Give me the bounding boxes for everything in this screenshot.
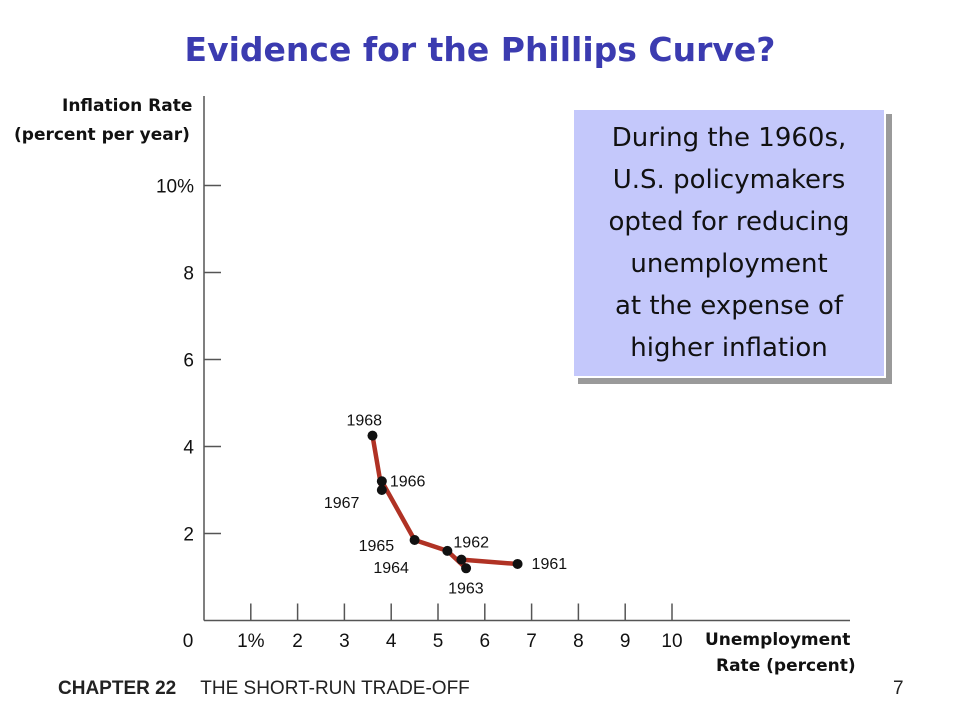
x-axis-label-line1: Unemployment (705, 630, 851, 650)
point-label: 1966 (390, 473, 426, 490)
point-label: 1962 (453, 535, 489, 552)
y-tick-label: 4 (183, 438, 194, 459)
data-point (442, 545, 453, 556)
x-tick-label: 3 (339, 631, 350, 652)
point-label: 1964 (373, 560, 409, 577)
slide-title: Evidence for the Phillips Curve? (184, 30, 776, 69)
footer: CHAPTER 22 THE SHORT-RUN TRADE-OFF (58, 678, 470, 700)
footer-chapter: CHAPTER 22 (58, 678, 177, 699)
x-tick-label: 0 (183, 631, 194, 652)
y-tick-label: 8 (183, 264, 194, 285)
data-point (367, 430, 378, 441)
x-axis-label-line2: Rate (percent) (716, 656, 856, 676)
x-tick-label: 2 (292, 631, 303, 652)
x-tick-label: 1% (237, 631, 265, 652)
point-label: 1967 (324, 495, 360, 512)
data-point (461, 563, 472, 574)
y-tick-label: 2 (183, 525, 194, 546)
point-label: 1961 (532, 556, 568, 573)
point-label: 1965 (359, 538, 395, 555)
annotation-line: U.S. policymakers (612, 165, 846, 195)
data-point (456, 554, 467, 565)
annotation-box: During the 1960s, U.S. policymakers opte… (572, 108, 886, 378)
x-tick-label: 6 (480, 631, 491, 652)
point-label: 1963 (448, 580, 484, 597)
annotation-line: higher inflation (630, 333, 828, 363)
y-tick-label: 10% (156, 177, 194, 198)
data-series (367, 430, 523, 574)
annotation-line: unemployment (630, 249, 828, 279)
annotation-line: at the expense of (614, 291, 844, 321)
x-tick-label: 10 (661, 631, 682, 652)
page-number: 7 (893, 678, 904, 699)
x-tick-label: 9 (620, 631, 631, 652)
point-label: 1968 (346, 413, 382, 430)
y-tick-label: 6 (183, 351, 194, 372)
annotation-line: opted for reducing (608, 207, 850, 237)
x-tick-label: 4 (386, 631, 397, 652)
data-point (376, 485, 387, 495)
x-tick-label: 8 (573, 631, 584, 652)
data-point (376, 476, 387, 487)
footer-title: THE SHORT-RUN TRADE-OFF (200, 678, 470, 699)
annotation-line: During the 1960s, (611, 123, 847, 153)
data-point (512, 558, 523, 569)
point-labels: 1961 1962 1963 1964 1965 1966 1967 1968 (324, 413, 567, 598)
y-axis-label-line1: Inflation Rate (62, 96, 193, 116)
x-tick-label: 7 (526, 631, 537, 652)
chart-ticks: 0 1% 2 3 4 5 6 7 8 9 10 2 4 6 8 10% (156, 177, 683, 653)
x-tick-label: 5 (433, 631, 444, 652)
data-point (409, 535, 420, 546)
y-axis-label-line2: (percent per year) (14, 125, 190, 145)
